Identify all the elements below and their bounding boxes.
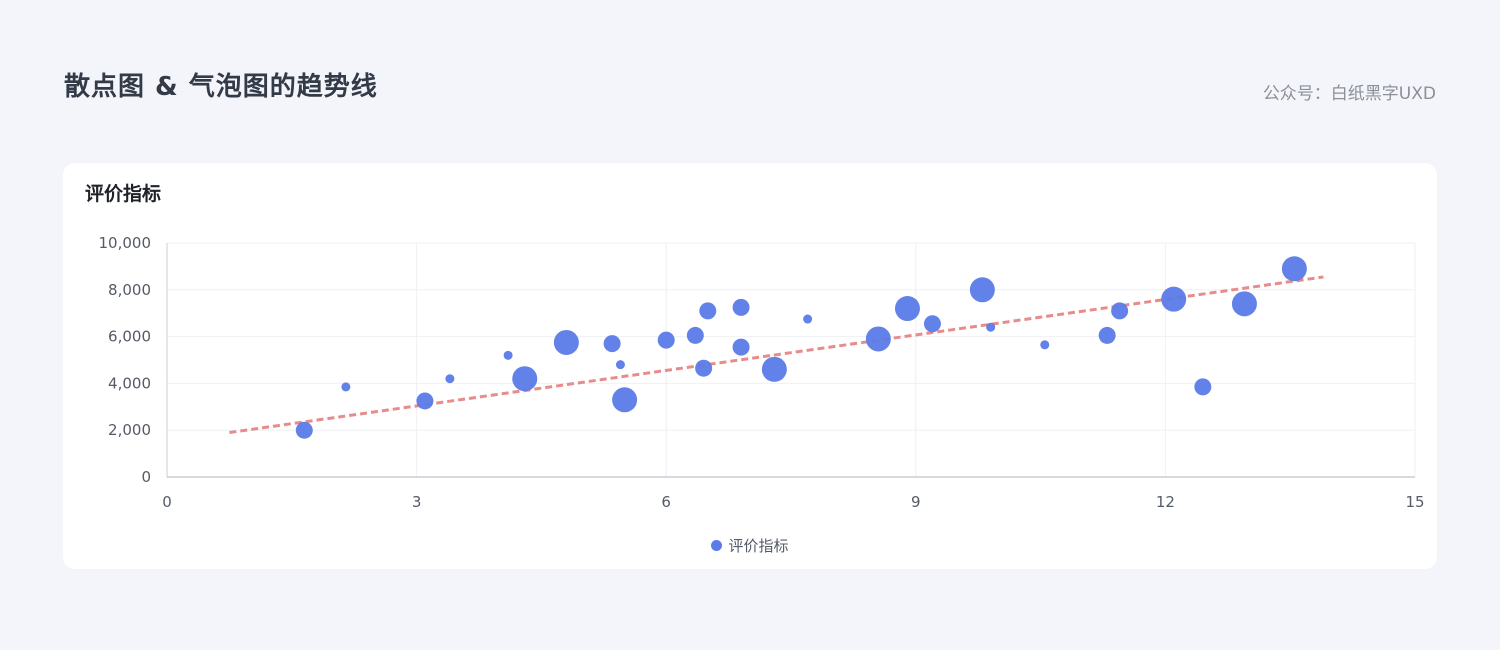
data-point[interactable] (803, 314, 813, 324)
y-tick-label: 0 (141, 468, 151, 486)
chart-card-title: 评价指标 (85, 183, 162, 205)
page-title: 散点图 & 气泡图的趋势线 (64, 72, 378, 102)
data-point[interactable] (1098, 326, 1116, 344)
data-point[interactable] (923, 315, 941, 333)
data-point[interactable] (657, 331, 675, 349)
data-point[interactable] (732, 338, 750, 356)
chart-card: 评价指标 0 2,000 4,000 6,000 8,000 10,000 0 3 6 9 12 15… (63, 163, 1437, 569)
data-point[interactable] (699, 302, 717, 320)
data-point[interactable] (1194, 378, 1212, 396)
data-point[interactable] (761, 356, 787, 382)
data-point[interactable] (341, 382, 351, 392)
data-point[interactable] (612, 387, 638, 413)
data-points (295, 256, 1307, 439)
grid-lines (167, 242, 1416, 477)
data-point[interactable] (865, 326, 891, 352)
data-point[interactable] (732, 298, 750, 316)
data-point[interactable] (986, 322, 996, 332)
y-tick-label: 6,000 (108, 328, 151, 346)
data-point[interactable] (416, 392, 434, 410)
data-point[interactable] (686, 326, 704, 344)
data-point[interactable] (512, 366, 538, 392)
x-tick-label: 3 (412, 493, 422, 511)
data-point[interactable] (553, 329, 579, 355)
axes (166, 243, 1415, 478)
data-point[interactable] (295, 421, 313, 439)
y-tick-label: 2,000 (108, 421, 151, 439)
x-tick-label: 0 (162, 493, 172, 511)
data-point[interactable] (615, 360, 625, 370)
data-point[interactable] (695, 359, 713, 377)
data-point[interactable] (1231, 291, 1257, 317)
data-point[interactable] (1161, 286, 1187, 312)
tick-labels: 0 2,000 4,000 6,000 8,000 10,000 0 3 6 9 12 15 (99, 234, 1425, 511)
scatter-chart: 0 2,000 4,000 6,000 8,000 10,000 0 3 6 9 12 15 (99, 234, 1425, 511)
y-tick-label: 4,000 (108, 374, 151, 392)
data-point[interactable] (1040, 340, 1050, 350)
x-tick-label: 6 (661, 493, 671, 511)
data-point[interactable] (445, 374, 455, 384)
trendline (229, 275, 1324, 435)
x-tick-label: 9 (911, 493, 921, 511)
x-tick-label: 12 (1156, 493, 1175, 511)
chart-legend[interactable]: 评价指标 (63, 535, 1437, 556)
credit-text: 公众号：白纸黑字UXD (1262, 84, 1436, 104)
data-point[interactable] (503, 350, 513, 360)
data-point[interactable] (1281, 256, 1307, 282)
x-tick-label: 15 (1405, 493, 1424, 511)
legend-label: 评价指标 (728, 537, 789, 555)
y-tick-label: 8,000 (108, 281, 151, 299)
legend-marker (711, 540, 723, 551)
data-point[interactable] (1111, 302, 1129, 320)
data-point[interactable] (894, 296, 920, 322)
trendline-layer (229, 275, 1324, 435)
data-point[interactable] (603, 335, 621, 353)
data-point[interactable] (969, 277, 995, 303)
y-tick-label: 10,000 (99, 234, 152, 252)
